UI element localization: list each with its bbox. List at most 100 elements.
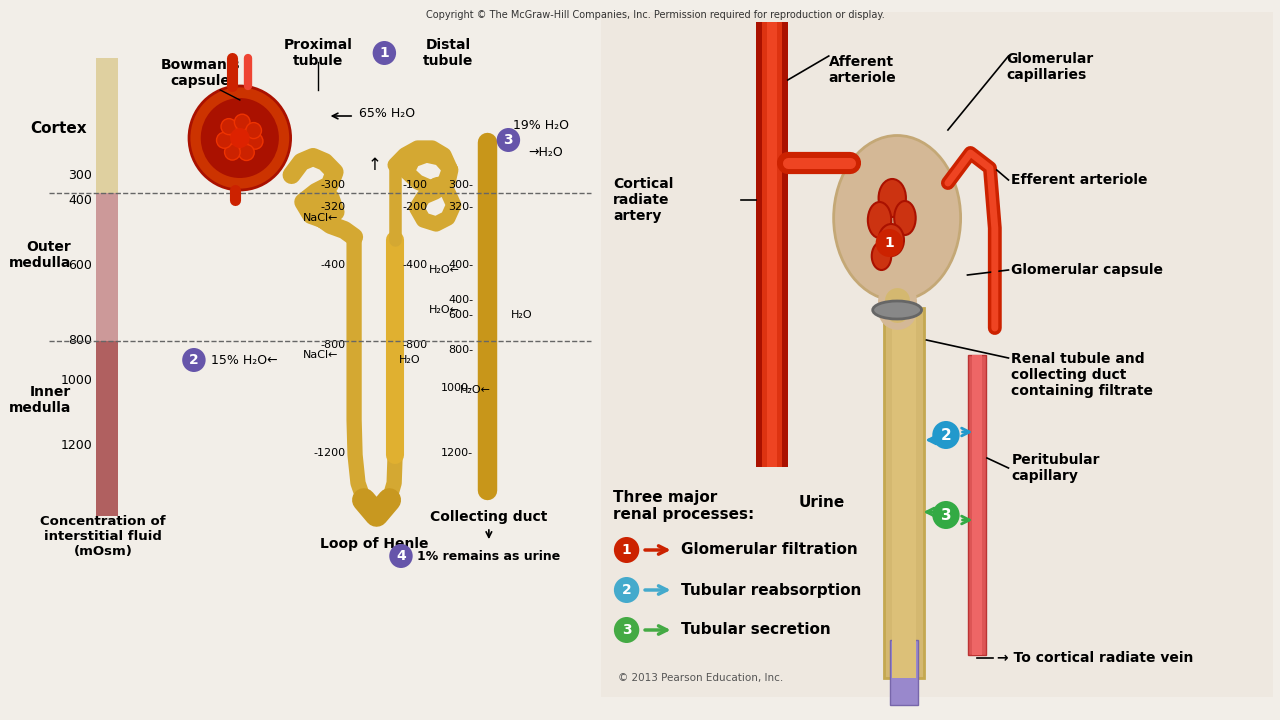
- Text: 2: 2: [622, 583, 631, 597]
- Text: Three major
renal processes:: Three major renal processes:: [613, 490, 754, 523]
- Text: -320: -320: [320, 202, 346, 212]
- Text: Afferent
arteriole: Afferent arteriole: [828, 55, 896, 85]
- Ellipse shape: [873, 301, 922, 319]
- Text: H₂O←: H₂O←: [429, 265, 460, 275]
- Text: 1: 1: [379, 46, 389, 60]
- Text: © 2013 Pearson Education, Inc.: © 2013 Pearson Education, Inc.: [618, 673, 783, 683]
- Text: 600: 600: [68, 258, 92, 271]
- Text: ↑: ↑: [367, 156, 381, 174]
- Text: -400: -400: [403, 260, 428, 270]
- Text: Distal
tubule: Distal tubule: [422, 38, 474, 68]
- Text: 3: 3: [622, 623, 631, 637]
- Text: Glomerular filtration: Glomerular filtration: [681, 542, 858, 557]
- Ellipse shape: [872, 242, 891, 270]
- Bar: [973, 355, 982, 655]
- Text: 1000-: 1000-: [442, 383, 474, 393]
- Ellipse shape: [878, 224, 904, 256]
- Text: 1% remains as urine: 1% remains as urine: [416, 549, 559, 562]
- Text: 3: 3: [503, 133, 513, 147]
- Text: 15% H₂O←: 15% H₂O←: [210, 354, 278, 366]
- Circle shape: [389, 544, 412, 568]
- Circle shape: [497, 128, 520, 152]
- Text: -200: -200: [403, 202, 428, 212]
- Text: 1200: 1200: [60, 438, 92, 451]
- Circle shape: [189, 86, 291, 190]
- Text: 4: 4: [396, 549, 406, 563]
- Text: 800: 800: [68, 333, 92, 346]
- Ellipse shape: [868, 202, 891, 238]
- Text: Glomerular capsule: Glomerular capsule: [1011, 263, 1164, 277]
- Circle shape: [372, 41, 396, 65]
- Text: 19% H₂O: 19% H₂O: [513, 119, 570, 132]
- Text: Urine: Urine: [799, 495, 845, 510]
- Circle shape: [234, 114, 250, 130]
- Ellipse shape: [833, 135, 960, 300]
- Text: H₂O←: H₂O←: [429, 305, 460, 315]
- Text: Concentration of
interstitial fluid
(mOsm): Concentration of interstitial fluid (mOs…: [40, 515, 166, 558]
- Circle shape: [932, 501, 960, 529]
- Text: 320-: 320-: [448, 202, 474, 212]
- Text: → To cortical radiate vein: → To cortical radiate vein: [997, 651, 1193, 665]
- Text: 400-: 400-: [448, 260, 474, 270]
- Text: 400-: 400-: [448, 295, 474, 305]
- Circle shape: [614, 537, 639, 563]
- Text: 1000: 1000: [60, 374, 92, 387]
- Text: H₂O←: H₂O←: [460, 385, 490, 395]
- Circle shape: [216, 132, 232, 148]
- Text: 3: 3: [941, 508, 951, 523]
- Text: 65% H₂O: 65% H₂O: [358, 107, 415, 120]
- Ellipse shape: [895, 201, 915, 235]
- Text: →H₂O: →H₂O: [527, 145, 563, 158]
- Text: Proximal
tubule: Proximal tubule: [283, 38, 352, 68]
- Bar: [602, 12, 1274, 697]
- Circle shape: [224, 144, 241, 160]
- Text: Efferent arteriole: Efferent arteriole: [1011, 173, 1148, 187]
- Text: H₂O: H₂O: [399, 355, 421, 365]
- Bar: [96, 58, 118, 193]
- Circle shape: [246, 122, 261, 138]
- Bar: [891, 640, 918, 705]
- Text: Bowman's
capsule: Bowman's capsule: [161, 58, 241, 88]
- Text: 1200-: 1200-: [442, 448, 474, 458]
- Text: -300: -300: [320, 180, 346, 190]
- Circle shape: [614, 577, 639, 603]
- Circle shape: [876, 229, 902, 257]
- Bar: [767, 22, 777, 467]
- Text: Glomerular
capillaries: Glomerular capillaries: [1006, 52, 1094, 82]
- Text: 600-: 600-: [448, 310, 474, 320]
- Bar: [884, 308, 923, 678]
- Bar: [756, 22, 787, 467]
- Text: -1200: -1200: [314, 448, 346, 458]
- Text: 400: 400: [68, 194, 92, 207]
- Text: 1: 1: [884, 236, 895, 250]
- Circle shape: [201, 98, 279, 178]
- Circle shape: [932, 421, 960, 449]
- Text: Peritubular
capillary: Peritubular capillary: [1011, 453, 1100, 483]
- Text: NaCl←: NaCl←: [303, 213, 338, 223]
- Text: -400: -400: [320, 260, 346, 270]
- Bar: [969, 355, 986, 655]
- Text: Copyright © The McGraw-Hill Companies, Inc. Permission required for reproduction: Copyright © The McGraw-Hill Companies, I…: [425, 10, 884, 20]
- Text: Loop of Henle: Loop of Henle: [320, 537, 429, 551]
- Text: -800: -800: [320, 340, 346, 350]
- Text: Cortex: Cortex: [29, 120, 87, 135]
- Text: Renal tubule and
collecting duct
containing filtrate: Renal tubule and collecting duct contain…: [1011, 352, 1153, 398]
- Circle shape: [182, 348, 206, 372]
- Text: Cortical
radiate
artery: Cortical radiate artery: [613, 177, 673, 223]
- Text: 800-: 800-: [448, 345, 474, 355]
- Bar: [892, 308, 915, 678]
- Text: -100: -100: [403, 180, 428, 190]
- Text: NaCl←: NaCl←: [303, 350, 338, 360]
- Text: 300: 300: [68, 168, 92, 181]
- Circle shape: [221, 119, 237, 135]
- Bar: [96, 193, 118, 341]
- Text: Outer
medulla: Outer medulla: [9, 240, 70, 270]
- Bar: [763, 22, 782, 467]
- Text: Tubular reabsorption: Tubular reabsorption: [681, 582, 861, 598]
- Text: Collecting duct: Collecting duct: [430, 510, 548, 524]
- Text: 300-: 300-: [448, 180, 474, 190]
- Bar: [96, 341, 118, 516]
- Text: 1: 1: [622, 543, 631, 557]
- Text: Inner
medulla: Inner medulla: [9, 385, 70, 415]
- Text: 2: 2: [941, 428, 951, 443]
